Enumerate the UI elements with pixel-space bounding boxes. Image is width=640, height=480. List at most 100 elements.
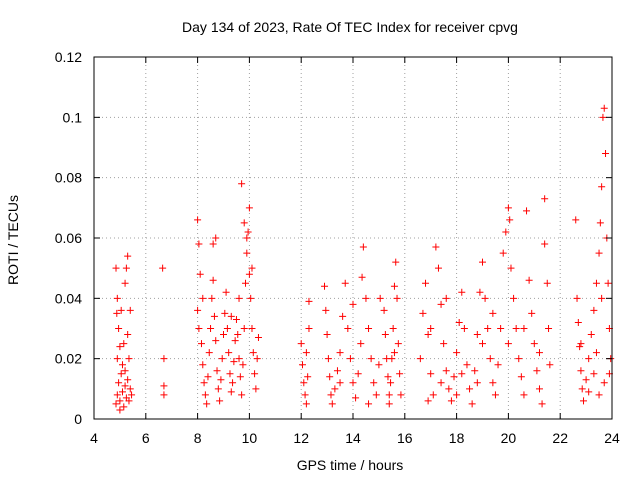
x-axis-ticks: 4 6 8 10 12 14 16 18 20 22 24: [90, 57, 620, 446]
data-point: [113, 309, 121, 317]
data-point: [121, 367, 129, 375]
data-point: [240, 325, 248, 332]
data-point: [576, 343, 584, 351]
data-point: [217, 376, 225, 384]
data-point: [535, 385, 543, 393]
x-tick-label: 10: [242, 430, 258, 446]
x-tick-label: 14: [345, 430, 361, 446]
data-point: [600, 379, 608, 387]
data-point: [396, 370, 404, 378]
data-point: [331, 385, 339, 393]
data-point: [323, 331, 331, 339]
data-point: [504, 340, 512, 348]
data-point: [427, 325, 435, 332]
data-point: [196, 270, 204, 278]
data-point: [248, 325, 256, 332]
data-point: [122, 264, 130, 272]
data-point: [199, 294, 207, 302]
data-point: [249, 349, 257, 357]
x-tick-label: 24: [604, 430, 620, 446]
data-point: [126, 385, 134, 393]
data-point: [489, 309, 497, 317]
data-point: [125, 397, 133, 405]
data-point: [530, 340, 538, 348]
data-point: [125, 355, 133, 363]
data-point: [336, 349, 344, 357]
data-point: [384, 373, 392, 381]
data-point: [115, 325, 123, 332]
data-point: [385, 391, 393, 399]
data-point: [197, 340, 205, 348]
data-point: [507, 264, 515, 272]
data-point: [159, 264, 167, 272]
data-point: [304, 373, 312, 381]
data-point: [592, 279, 600, 287]
data-point: [160, 391, 168, 399]
x-tick-label: 18: [449, 430, 465, 446]
data-point: [545, 325, 553, 332]
data-point: [460, 325, 468, 332]
x-tick-label: 8: [194, 430, 202, 446]
data-point: [213, 367, 221, 375]
data-point: [226, 370, 234, 378]
data-point: [484, 325, 492, 332]
data-point: [244, 228, 252, 236]
data-point: [515, 355, 523, 363]
data-point: [429, 391, 437, 399]
data-point: [432, 243, 440, 251]
data-point: [479, 258, 486, 266]
data-point: [160, 382, 168, 390]
data-point: [523, 207, 531, 215]
data-point: [390, 282, 398, 290]
data-point: [510, 294, 518, 302]
data-point: [585, 355, 593, 363]
data-point: [458, 288, 466, 296]
data-point: [517, 373, 525, 381]
data-point: [494, 361, 502, 369]
data-point: [437, 300, 445, 308]
data-point: [232, 315, 240, 323]
y-axis-title: ROTI / TECUs: [5, 195, 21, 285]
data-point: [585, 388, 593, 396]
data-point: [220, 331, 227, 339]
data-point: [243, 234, 251, 242]
data-point: [602, 150, 610, 158]
data-point: [200, 379, 208, 387]
data-point: [520, 325, 528, 332]
data-point: [209, 240, 217, 248]
data-point: [376, 294, 384, 302]
data-point: [324, 355, 332, 363]
data-point: [381, 331, 389, 339]
data-point: [322, 306, 330, 314]
data-point: [370, 379, 378, 387]
x-tick-label: 16: [397, 430, 413, 446]
data-point: [227, 312, 235, 320]
data-point: [543, 279, 551, 287]
data-point: [481, 294, 489, 302]
data-point: [473, 379, 481, 387]
data-point: [112, 400, 120, 408]
data-point: [234, 331, 242, 339]
data-point: [117, 370, 125, 378]
data-point: [604, 279, 612, 287]
data-point: [499, 249, 507, 257]
data-point: [538, 400, 546, 408]
data-point: [387, 379, 395, 387]
data-point: [365, 400, 373, 408]
data-point: [390, 349, 398, 357]
data-point: [349, 379, 357, 387]
data-point: [375, 361, 383, 369]
data-point: [238, 180, 246, 188]
data-point: [212, 234, 220, 242]
data-point: [341, 279, 349, 287]
data-point: [453, 391, 461, 399]
data-point: [298, 361, 306, 369]
data-point: [218, 355, 226, 363]
data-point: [346, 355, 354, 363]
data-point: [453, 349, 461, 357]
data-point: [209, 276, 217, 284]
data-point: [230, 358, 238, 366]
data-point: [327, 391, 335, 399]
data-point: [235, 355, 243, 363]
data-point: [120, 340, 128, 348]
